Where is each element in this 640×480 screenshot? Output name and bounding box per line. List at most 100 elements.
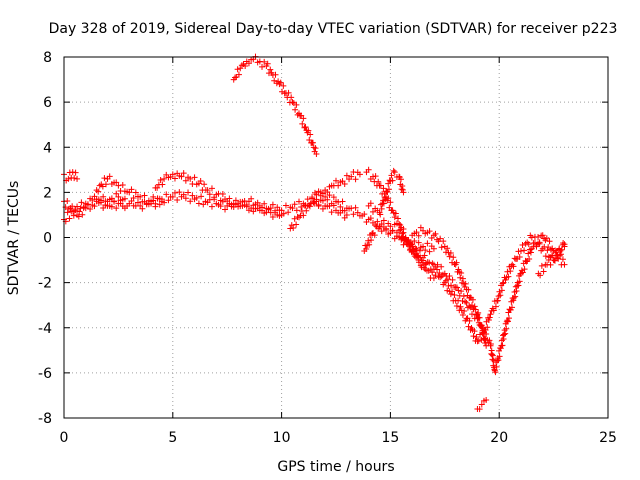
data-point xyxy=(91,203,98,210)
data-point xyxy=(174,197,181,204)
data-point xyxy=(507,268,514,275)
data-point xyxy=(432,272,439,279)
data-point xyxy=(300,115,307,122)
data-point xyxy=(108,203,115,210)
data-point xyxy=(307,131,314,138)
data-point xyxy=(354,209,361,216)
data-point xyxy=(501,331,508,338)
data-point xyxy=(434,261,441,268)
data-point xyxy=(519,242,526,249)
data-point xyxy=(465,286,472,293)
data-point xyxy=(234,66,241,73)
data-point xyxy=(458,288,465,295)
data-point xyxy=(339,198,346,205)
data-point xyxy=(403,240,410,247)
data-point xyxy=(395,215,402,222)
data-point xyxy=(499,342,506,349)
data-point xyxy=(378,220,385,227)
data-point xyxy=(420,264,427,271)
data-point xyxy=(369,230,376,237)
data-point xyxy=(543,235,550,242)
data-point xyxy=(551,257,558,264)
data-point xyxy=(466,317,473,324)
data-point xyxy=(383,225,390,232)
data-point xyxy=(195,200,202,207)
data-point xyxy=(375,178,382,185)
data-point xyxy=(400,233,407,240)
data-point xyxy=(64,198,71,205)
data-point xyxy=(387,199,394,206)
data-point xyxy=(315,201,322,208)
data-point xyxy=(429,260,436,267)
data-point xyxy=(526,256,533,263)
data-point xyxy=(261,58,268,65)
data-point xyxy=(432,230,439,237)
data-point xyxy=(487,341,494,348)
data-point xyxy=(77,205,84,212)
data-point xyxy=(261,200,268,207)
data-point xyxy=(366,241,373,248)
data-point xyxy=(469,296,476,303)
data-point xyxy=(438,263,445,270)
data-point xyxy=(204,187,211,194)
data-point xyxy=(422,247,429,254)
data-point xyxy=(380,200,387,207)
data-point xyxy=(469,311,475,318)
x-tick-label: 5 xyxy=(168,430,177,446)
data-point xyxy=(410,248,417,255)
data-point xyxy=(289,99,296,106)
data-point xyxy=(259,204,266,211)
series-arc-g xyxy=(287,169,363,232)
data-point xyxy=(449,276,456,283)
data-point xyxy=(478,401,485,408)
data-point xyxy=(303,207,310,214)
data-point xyxy=(293,101,300,108)
y-tick-label: 8 xyxy=(43,50,52,66)
data-point xyxy=(512,293,519,300)
data-point xyxy=(87,205,94,212)
data-point xyxy=(97,197,104,204)
data-point xyxy=(278,211,285,218)
data-point xyxy=(555,255,562,262)
data-point xyxy=(440,238,447,245)
data-point xyxy=(525,241,532,248)
data-point xyxy=(134,199,141,206)
data-point xyxy=(290,224,297,231)
data-point xyxy=(521,266,528,273)
data-point xyxy=(527,249,534,256)
data-point xyxy=(313,196,320,203)
data-point xyxy=(163,191,170,198)
data-point xyxy=(463,299,470,306)
data-point xyxy=(486,337,493,344)
data-point xyxy=(324,189,331,196)
data-point xyxy=(503,325,510,332)
data-point xyxy=(235,71,242,78)
y-tick-label: 0 xyxy=(43,231,52,247)
data-point xyxy=(326,192,333,199)
data-point xyxy=(453,303,460,310)
data-point xyxy=(330,194,337,201)
data-point xyxy=(93,187,100,194)
data-point xyxy=(377,211,384,218)
data-point xyxy=(95,188,102,195)
data-point xyxy=(430,275,437,282)
plot-frame xyxy=(63,56,609,419)
data-point xyxy=(176,189,183,196)
data-point xyxy=(70,212,77,219)
series-arc-n xyxy=(430,232,568,376)
data-point xyxy=(102,181,109,188)
data-point xyxy=(208,203,215,210)
data-point xyxy=(547,261,554,268)
data-point xyxy=(467,304,474,311)
data-point xyxy=(510,263,517,270)
data-point xyxy=(100,193,107,200)
x-tick-label: 25 xyxy=(599,430,617,446)
data-point xyxy=(100,205,107,212)
series-arc-h xyxy=(311,192,437,255)
data-point xyxy=(333,177,339,184)
data-point xyxy=(497,292,504,299)
data-point xyxy=(478,322,485,329)
data-point xyxy=(289,205,296,212)
data-point xyxy=(343,211,350,218)
data-point xyxy=(492,369,499,376)
